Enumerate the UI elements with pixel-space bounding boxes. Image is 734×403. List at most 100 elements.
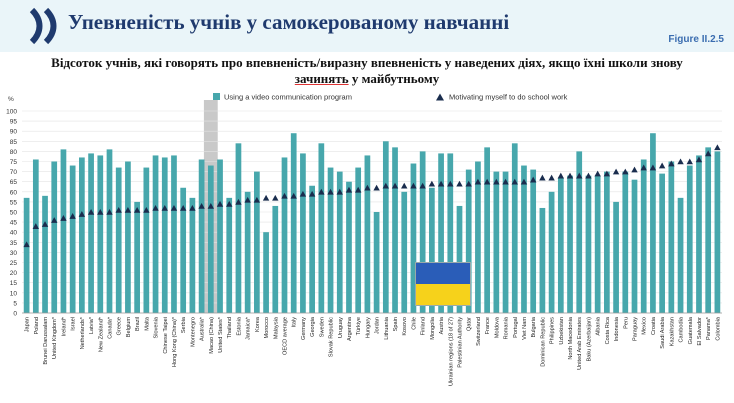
y-tick-label: 35 (10, 240, 18, 247)
y-tick-label: 100 (6, 109, 17, 116)
y-tick-label: 45 (10, 220, 18, 227)
triangle-marker (686, 158, 693, 165)
y-tick-label: 15 (10, 280, 18, 287)
x-tick-label: Australia* (200, 316, 206, 341)
bar (392, 147, 398, 313)
oecd-logo-icon (29, 7, 57, 45)
bar (714, 151, 721, 313)
triangle-marker (658, 162, 666, 169)
triangle-marker (161, 204, 168, 211)
page-title: Упевненість учнів у самокерованому навча… (68, 10, 510, 34)
bar (410, 163, 417, 313)
x-tick-label: United States* (218, 316, 224, 353)
x-tick-label: Panama* (706, 316, 712, 340)
triangle-marker (345, 186, 353, 193)
bar (382, 141, 389, 313)
x-tick-label: Estonia (236, 316, 242, 336)
bar (640, 159, 647, 313)
bar (263, 232, 269, 313)
triangle-marker (677, 158, 684, 165)
triangle-marker (649, 164, 657, 171)
y-tick-label: 5 (13, 300, 17, 307)
x-tick-label: Belgium (126, 317, 132, 338)
x-tick-label: Chile (411, 317, 417, 330)
x-tick-label: United Arab Emirates (577, 317, 583, 370)
x-tick-label: El Salvador (697, 317, 703, 346)
x-tick-label: Viet Nam (522, 317, 528, 340)
triangle-marker (327, 188, 334, 195)
triangle-marker (539, 174, 546, 181)
triangle-marker (364, 184, 371, 191)
x-tick-label: Bulgaria (531, 316, 537, 337)
x-tick-label: Slovak Republic (329, 317, 335, 357)
x-tick-label: Georgia (310, 316, 316, 337)
bar (217, 159, 223, 313)
bar (622, 171, 629, 313)
x-tick-label: Finland (421, 317, 427, 335)
x-tick-label: Japan (25, 317, 31, 332)
x-tick-label: Saudi Arabia (660, 316, 666, 349)
triangle-marker (714, 144, 721, 151)
bar (419, 151, 426, 313)
x-tick-label: Kosovo (402, 317, 408, 336)
triangle-marker (281, 192, 288, 199)
x-tick-label: Qatar (467, 317, 473, 331)
bar (364, 155, 371, 313)
bar (429, 187, 435, 313)
bar (42, 195, 48, 313)
x-tick-label: Lithuania (384, 316, 390, 340)
bar (171, 155, 177, 313)
bar (226, 197, 233, 313)
bar (327, 167, 334, 313)
triangle-marker (308, 190, 316, 197)
y-axis-label: % (8, 96, 14, 103)
bar (207, 165, 214, 313)
x-tick-label: Greece (117, 317, 123, 335)
x-tick-label: Sweden (319, 317, 325, 337)
x-tick-label: United Kingdom* (52, 316, 58, 359)
y-tick-label: 85 (10, 139, 18, 146)
x-tick-label: Latvia* (89, 316, 95, 334)
triangle-marker (612, 168, 620, 175)
x-tick-label: Indonesia (614, 316, 620, 341)
x-tick-label: Serbia (181, 316, 187, 333)
bar (585, 175, 592, 313)
triangle-marker (419, 182, 426, 189)
triangle-marker (32, 223, 40, 229)
triangle-marker (373, 184, 380, 191)
y-tick-label: 70 (10, 169, 18, 176)
bar (281, 157, 288, 313)
triangle-marker (502, 178, 509, 185)
x-tick-label: Montenegro (190, 317, 196, 347)
triangle-marker (603, 170, 611, 177)
y-tick-label: 20 (10, 270, 18, 277)
bar (300, 153, 306, 313)
legend-label-video: Using a video communication program (224, 93, 352, 102)
bar (493, 171, 500, 313)
x-tick-label: Ireland* (61, 316, 67, 336)
x-tick-label: Romania (504, 316, 510, 339)
y-tick-label: 0 (13, 311, 17, 318)
triangle-marker (704, 150, 712, 157)
x-tick-label: Hong Kong (China)* (172, 316, 178, 367)
bar (475, 161, 481, 313)
bar (447, 153, 454, 313)
x-tick-label: Jordan (375, 317, 381, 334)
triangle-marker (207, 202, 215, 209)
x-tick-label: New Zealand* (98, 316, 104, 352)
triangle-marker (557, 172, 565, 179)
triangle-marker (437, 180, 445, 187)
triangle-marker (262, 194, 270, 201)
x-tick-label: Cambodia (679, 316, 685, 342)
x-tick-label: Italy (292, 317, 298, 327)
x-tick-label: Poland (34, 317, 40, 334)
x-tick-label: Mongolia (430, 316, 436, 340)
x-tick-label: Morocco (264, 317, 270, 338)
triangle-marker (133, 206, 141, 213)
bar (567, 175, 573, 313)
bar (254, 171, 260, 313)
bar (180, 187, 187, 313)
bar (143, 167, 150, 313)
x-tick-label: Macao (China) (209, 317, 215, 354)
bar (465, 169, 472, 313)
